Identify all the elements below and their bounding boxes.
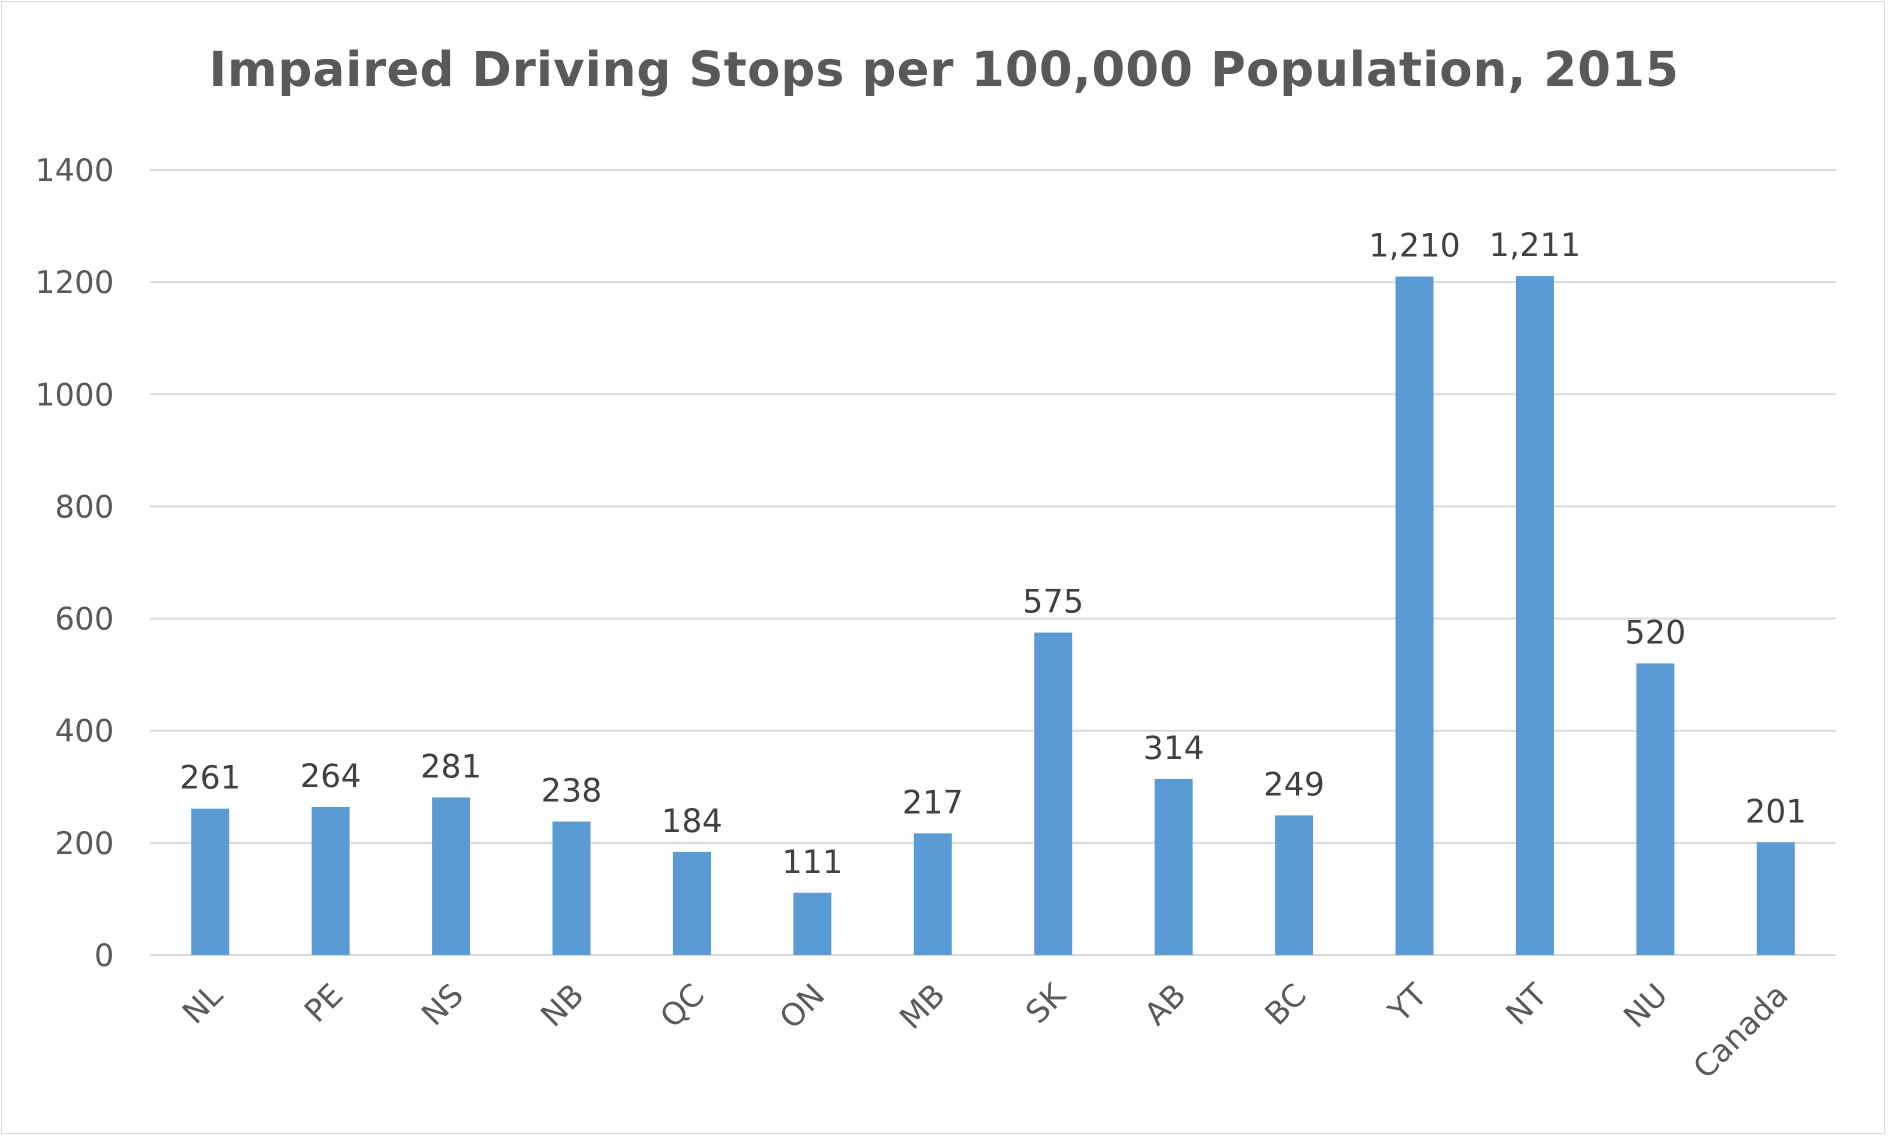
bar [672,851,711,955]
bars [191,275,1795,956]
x-category-label: PE [298,977,351,1030]
data-label: 249 [1264,765,1325,803]
bar [1395,276,1434,955]
x-category-label: NB [534,977,591,1034]
bar [913,833,952,955]
bar [191,808,230,955]
data-label: 314 [1143,729,1204,767]
data-label: 217 [902,783,963,821]
data-label: 184 [661,802,722,840]
data-label: 261 [180,759,241,797]
data-label: 1,210 [1369,227,1461,265]
bar [1154,778,1193,955]
x-category-label: BC [1258,977,1313,1032]
y-axis-ticks: 0 200 400 600 800 1000 1200 1400 [35,153,114,974]
x-category-label: Canada [1687,977,1796,1086]
data-label: 575 [1023,583,1084,621]
x-category-label: NT [1499,976,1555,1032]
data-label: 281 [421,747,482,785]
y-tick-label: 400 [55,714,114,750]
x-category-label: ON [773,977,832,1036]
x-axis-categories: NL PE NS NB QC ON MB SK AB BC YT NT NU Canada [176,976,1796,1086]
bar [1275,815,1314,955]
x-category-label: NL [176,977,231,1032]
data-label: 111 [782,843,843,881]
x-category-label: AB [1138,977,1193,1032]
bar [432,797,471,955]
x-category-label: SK [1019,977,1073,1031]
data-label: 264 [300,757,361,795]
chart-title: Impaired Driving Stops per 100,000 Popul… [208,42,1680,98]
x-category-label: YT [1381,976,1435,1030]
x-category-label: NS [415,977,471,1033]
gridlines [150,169,1836,956]
y-tick-label: 1200 [35,265,114,301]
data-labels: 261 264 281 238 184 111 217 575 314 249 1,210 1,211… [180,226,1807,881]
y-tick-label: 1000 [35,377,114,413]
y-tick-label: 200 [55,826,114,862]
bar [311,806,350,955]
bar [1636,663,1675,955]
y-tick-label: 1400 [35,153,114,189]
data-label: 1,211 [1489,226,1581,264]
x-category-label: NU [1617,977,1675,1035]
data-label: 520 [1625,613,1686,651]
bar [1034,632,1073,955]
bar [793,892,832,955]
x-category-label: QC [654,977,712,1035]
y-tick-label: 800 [55,489,114,525]
bar [1515,275,1554,956]
bar [1756,842,1795,955]
y-tick-label: 600 [55,602,114,638]
data-label: 238 [541,772,602,810]
bar [552,821,591,955]
y-tick-label: 0 [94,938,114,974]
x-category-label: MB [893,977,952,1036]
data-label: 201 [1745,792,1806,830]
